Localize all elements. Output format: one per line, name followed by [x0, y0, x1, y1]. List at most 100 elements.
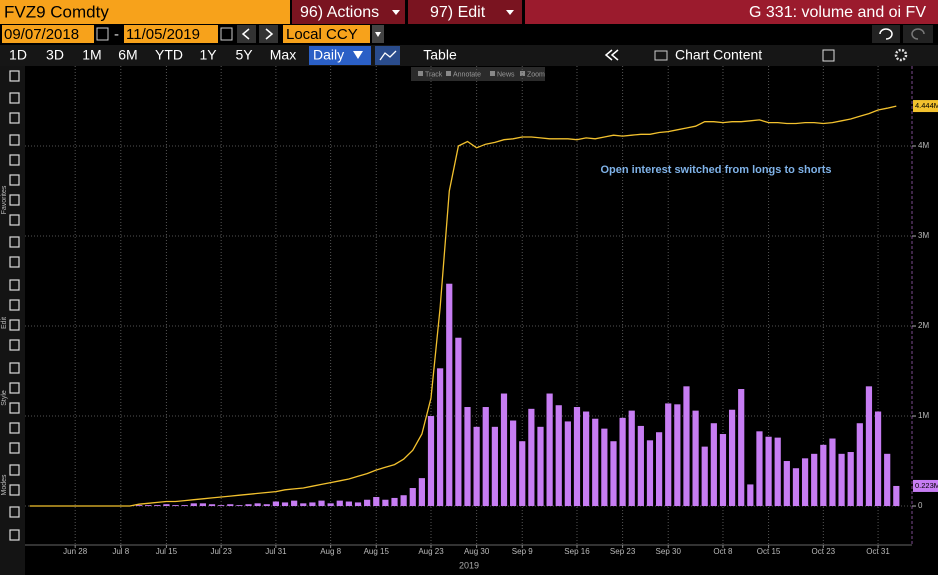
period-button[interactable]: 1D	[9, 47, 27, 63]
bar	[601, 428, 608, 507]
dropdown-arrow	[353, 51, 363, 59]
chart-tool[interactable]: Annotate	[453, 71, 481, 78]
tool-icon	[446, 71, 451, 76]
tool-button[interactable]	[9, 236, 20, 248]
period-button[interactable]: 3D	[46, 47, 64, 63]
tool-button[interactable]	[9, 506, 20, 518]
edit-label: 97) Edit	[430, 4, 486, 21]
bar	[847, 452, 854, 507]
tool-button[interactable]	[9, 154, 20, 166]
settings-icon[interactable]	[894, 48, 908, 62]
tool-button[interactable]	[9, 214, 20, 226]
tool-button[interactable]	[9, 256, 20, 268]
bar	[318, 500, 325, 507]
bar	[573, 407, 581, 507]
last-value-box	[913, 479, 938, 492]
tool-button[interactable]	[9, 194, 20, 206]
start-date: 09/07/2018	[4, 26, 79, 43]
edit-icon[interactable]	[822, 49, 835, 62]
x-tick-label: Aug 15	[364, 547, 390, 556]
bar	[610, 441, 617, 507]
tool-button[interactable]	[9, 529, 20, 541]
collapse-icon[interactable]	[610, 49, 619, 61]
x-tick-label: Aug 8	[320, 547, 341, 556]
bar	[190, 503, 197, 507]
tool-button[interactable]	[9, 112, 20, 124]
redo-button[interactable]	[903, 25, 933, 43]
tool-button[interactable]	[9, 319, 20, 331]
undo-button[interactable]	[872, 25, 900, 43]
frequency-button[interactable]	[309, 46, 371, 65]
bar	[245, 504, 252, 507]
bar	[564, 421, 571, 507]
currency-field[interactable]	[283, 25, 370, 43]
bar	[446, 283, 453, 507]
chart-content-button[interactable]: Chart Content	[675, 47, 762, 63]
tool-button[interactable]	[9, 484, 20, 496]
edit-menu[interactable]	[408, 0, 522, 24]
tool-button[interactable]	[9, 442, 20, 454]
tool-button[interactable]	[9, 174, 20, 186]
bar	[391, 497, 398, 507]
date-separator: -	[114, 26, 119, 43]
bar	[400, 495, 407, 507]
bar	[382, 499, 389, 507]
start-date-field[interactable]	[2, 25, 94, 43]
bar	[555, 405, 562, 507]
x-tick-label: Sep 30	[656, 547, 682, 556]
bar	[619, 417, 626, 507]
bar	[646, 440, 654, 507]
tool-button[interactable]	[9, 362, 20, 374]
bar	[163, 504, 170, 507]
y-tick-label: 2M	[918, 321, 929, 330]
tool-button[interactable]	[9, 402, 20, 414]
tool-button[interactable]	[9, 134, 20, 146]
prev-button[interactable]	[237, 25, 256, 43]
bar	[820, 444, 827, 507]
tool-button[interactable]	[9, 382, 20, 394]
bar	[756, 431, 763, 507]
chart-tool[interactable]: Track	[425, 71, 443, 78]
calendar-icon[interactable]	[220, 27, 233, 41]
bar	[592, 418, 599, 507]
tool-button[interactable]	[9, 464, 20, 476]
currency: Local CCY	[286, 26, 358, 43]
collapse-icon[interactable]	[604, 49, 613, 61]
calendar-icon[interactable]	[96, 27, 109, 41]
x-tick-label: Jul 15	[156, 547, 178, 556]
period-button[interactable]: 1Y	[199, 47, 217, 63]
line-icon	[379, 50, 397, 61]
bar	[829, 438, 836, 507]
tool-button[interactable]	[9, 339, 20, 351]
x-tick-label: Oct 15	[757, 547, 781, 556]
frequency: Daily	[313, 47, 344, 63]
period-button[interactable]: 5Y	[235, 47, 253, 63]
dropdown-arrow	[375, 32, 381, 37]
period-button[interactable]: 6M	[118, 47, 137, 63]
tool-button[interactable]	[9, 422, 20, 434]
chart-tool[interactable]: News	[497, 71, 515, 78]
period-button[interactable]: 1M	[82, 47, 101, 63]
x-tick-label: Sep 16	[564, 547, 590, 556]
bar	[637, 425, 644, 507]
bar	[482, 407, 489, 507]
actions-menu[interactable]	[292, 0, 405, 24]
end-date-field[interactable]	[124, 25, 218, 43]
ticker-box[interactable]	[0, 0, 290, 24]
tool-button[interactable]	[9, 92, 20, 104]
period-toolbar	[0, 45, 938, 66]
line	[29, 105, 897, 507]
actions-label: 96) Actions	[300, 4, 379, 21]
tool-button[interactable]	[9, 279, 20, 291]
tool-button[interactable]	[9, 299, 20, 311]
period-button[interactable]: YTD	[155, 47, 183, 63]
chart-tool[interactable]: Zoom	[527, 71, 545, 78]
bar	[856, 423, 863, 507]
tool-button[interactable]	[9, 70, 20, 82]
bar	[473, 426, 480, 507]
table-button[interactable]: Table	[423, 47, 457, 63]
period-button[interactable]: Max	[270, 47, 296, 63]
next-button[interactable]	[259, 25, 278, 43]
